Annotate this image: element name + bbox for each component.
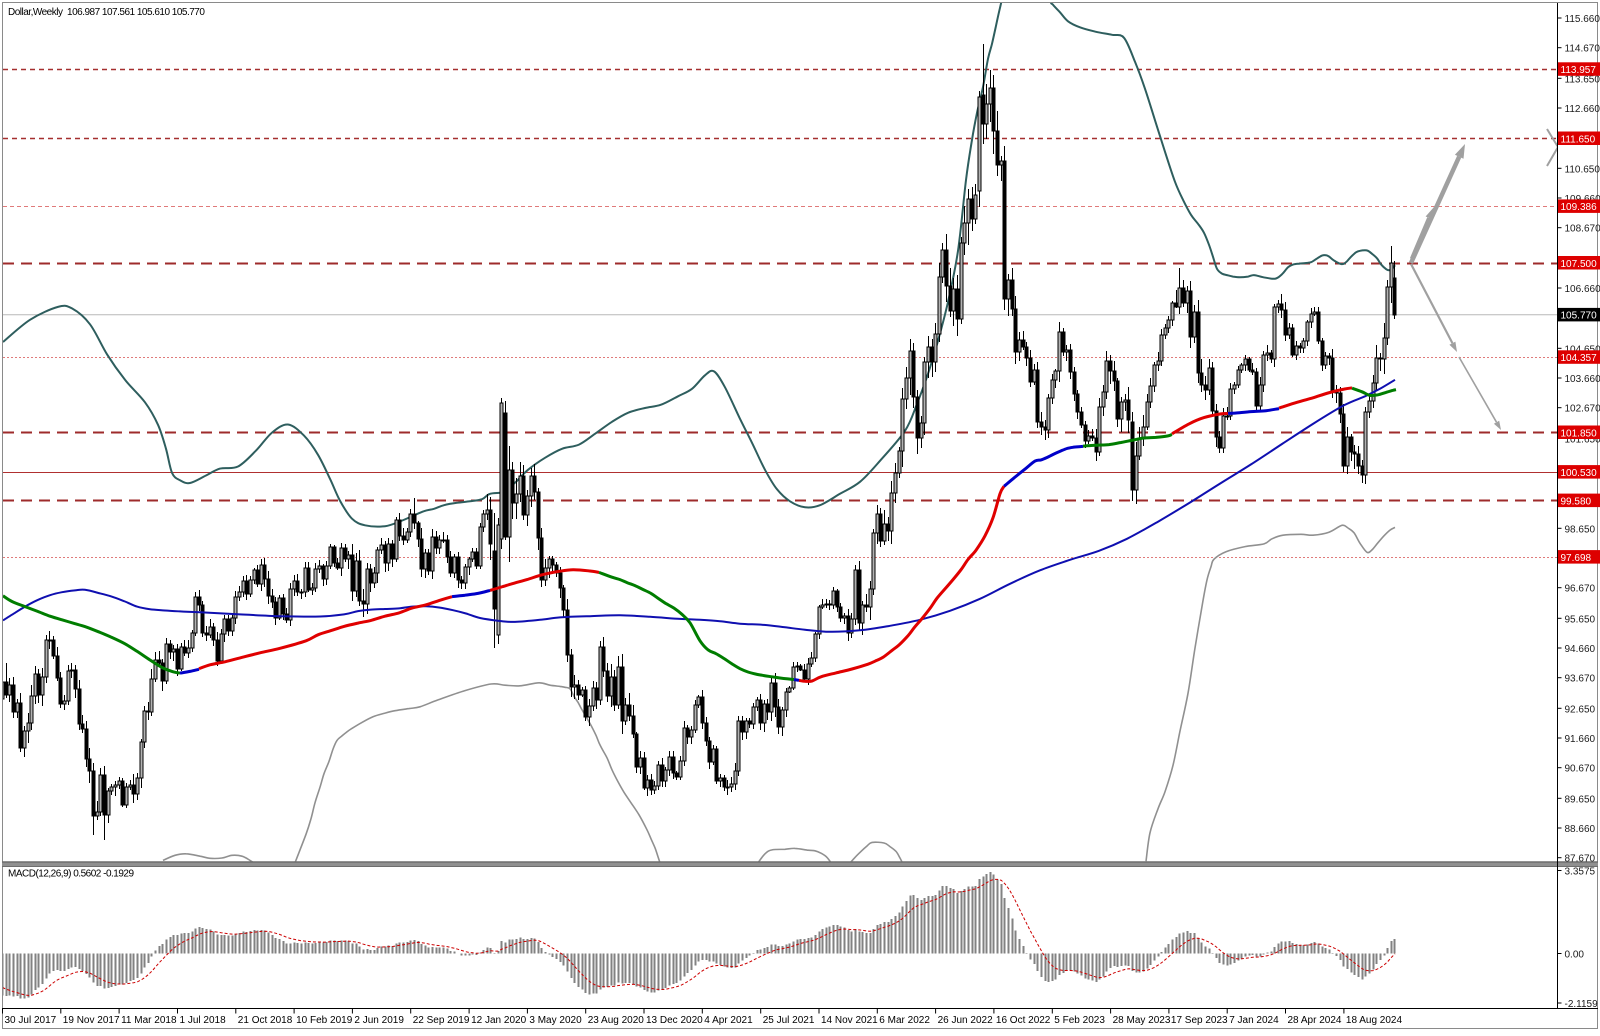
svg-text:21 Oct 2018: 21 Oct 2018 xyxy=(238,1015,293,1026)
svg-text:30 Jul 2017: 30 Jul 2017 xyxy=(5,1015,57,1026)
svg-text:115.660: 115.660 xyxy=(1565,14,1600,25)
svg-text:89.650: 89.650 xyxy=(1565,794,1596,805)
svg-text:96.670: 96.670 xyxy=(1565,584,1596,595)
svg-text:4 Apr 2021: 4 Apr 2021 xyxy=(704,1015,753,1026)
svg-text:3.3575: 3.3575 xyxy=(1565,867,1596,878)
svg-text:1 Jul 2018: 1 Jul 2018 xyxy=(180,1015,227,1026)
svg-text:16 Oct 2022: 16 Oct 2022 xyxy=(996,1015,1051,1026)
svg-text:0.00: 0.00 xyxy=(1565,950,1585,961)
svg-text:2 Jun 2019: 2 Jun 2019 xyxy=(354,1015,404,1026)
svg-text:100.530: 100.530 xyxy=(1561,468,1598,479)
svg-text:7 Jan 2024: 7 Jan 2024 xyxy=(1229,1015,1279,1026)
svg-text:98.650: 98.650 xyxy=(1565,524,1596,535)
svg-text:112.660: 112.660 xyxy=(1565,104,1600,115)
svg-text:-2.1159: -2.1159 xyxy=(1565,999,1599,1010)
svg-text:108.670: 108.670 xyxy=(1565,224,1600,235)
svg-text:28 May 2023: 28 May 2023 xyxy=(1113,1015,1171,1026)
svg-text:25 Jul 2021: 25 Jul 2021 xyxy=(763,1015,815,1026)
svg-text:101.850: 101.850 xyxy=(1561,428,1598,439)
svg-text:93.670: 93.670 xyxy=(1565,674,1596,685)
svg-text:Dollar,Weekly 106.987 107.561: Dollar,Weekly 106.987 107.561 105.610 10… xyxy=(8,7,205,18)
svg-text:17 Sep 2023: 17 Sep 2023 xyxy=(1171,1015,1228,1026)
svg-text:114.670: 114.670 xyxy=(1565,44,1600,55)
svg-text:6 Mar 2022: 6 Mar 2022 xyxy=(879,1015,930,1026)
svg-text:19 Nov 2017: 19 Nov 2017 xyxy=(63,1015,120,1026)
svg-text:MACD(12,26,9) 0.5602 -0.1929: MACD(12,26,9) 0.5602 -0.1929 xyxy=(8,869,134,880)
svg-text:113.957: 113.957 xyxy=(1561,65,1597,76)
svg-text:13 Dec 2020: 13 Dec 2020 xyxy=(646,1015,703,1026)
svg-text:92.650: 92.650 xyxy=(1565,704,1596,715)
svg-text:105.770: 105.770 xyxy=(1561,311,1598,322)
svg-text:97.698: 97.698 xyxy=(1561,553,1592,564)
svg-text:107.500: 107.500 xyxy=(1561,259,1598,270)
svg-text:110.650: 110.650 xyxy=(1565,164,1600,175)
svg-text:103.660: 103.660 xyxy=(1565,374,1600,385)
svg-text:14 Nov 2021: 14 Nov 2021 xyxy=(821,1015,878,1026)
svg-text:99.580: 99.580 xyxy=(1561,496,1592,507)
svg-text:104.357: 104.357 xyxy=(1561,353,1598,364)
svg-text:11 Mar 2018: 11 Mar 2018 xyxy=(121,1015,177,1026)
svg-text:12 Jan 2020: 12 Jan 2020 xyxy=(471,1015,526,1026)
svg-text:10 Feb 2019: 10 Feb 2019 xyxy=(296,1015,353,1026)
svg-text:87.670: 87.670 xyxy=(1565,854,1596,865)
svg-text:109.386: 109.386 xyxy=(1561,202,1598,213)
svg-text:106.660: 106.660 xyxy=(1565,284,1600,295)
svg-text:94.660: 94.660 xyxy=(1565,644,1596,655)
svg-text:26 Jun 2022: 26 Jun 2022 xyxy=(938,1015,993,1026)
svg-text:28 Apr 2024: 28 Apr 2024 xyxy=(1288,1015,1342,1026)
svg-text:102.670: 102.670 xyxy=(1565,404,1600,415)
svg-text:22 Sep 2019: 22 Sep 2019 xyxy=(413,1015,470,1026)
svg-text:90.670: 90.670 xyxy=(1565,764,1596,775)
svg-text:88.660: 88.660 xyxy=(1565,824,1596,835)
svg-text:95.650: 95.650 xyxy=(1565,614,1596,625)
svg-text:23 Aug 2020: 23 Aug 2020 xyxy=(588,1015,645,1026)
svg-text:3 May 2020: 3 May 2020 xyxy=(529,1015,582,1026)
svg-text:18 Aug 2024: 18 Aug 2024 xyxy=(1346,1015,1403,1026)
svg-text:111.650: 111.650 xyxy=(1561,134,1596,145)
svg-text:91.660: 91.660 xyxy=(1565,734,1596,745)
svg-text:5 Feb 2023: 5 Feb 2023 xyxy=(1054,1015,1105,1026)
